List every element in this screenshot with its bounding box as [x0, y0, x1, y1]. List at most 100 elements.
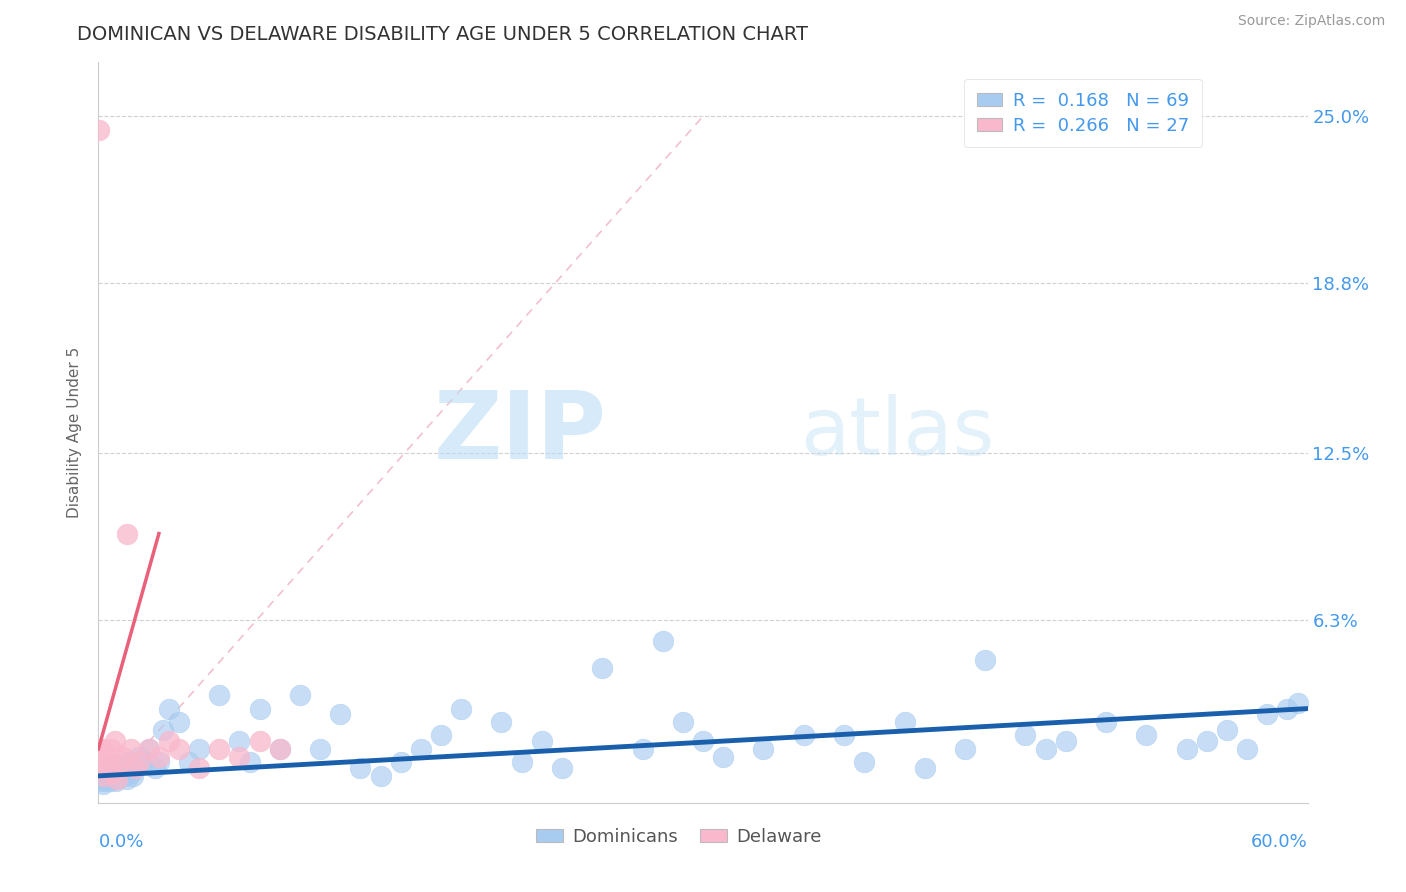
Point: [853, 756, 876, 770]
Point: [90, 774, 112, 789]
Point: [101, 766, 124, 780]
Point: [157, 734, 180, 748]
Point: [100, 742, 122, 756]
Point: [329, 706, 352, 721]
Point: [101, 769, 124, 783]
Point: [91, 769, 114, 783]
Point: [103, 772, 125, 786]
Point: [228, 750, 250, 764]
Point: [103, 734, 125, 748]
Y-axis label: Disability Age Under 5: Disability Age Under 5: [67, 347, 83, 518]
Point: [157, 701, 180, 715]
Point: [124, 761, 146, 775]
Text: DOMINICAN VS DELAWARE DISABILITY AGE UNDER 5 CORRELATION CHART: DOMINICAN VS DELAWARE DISABILITY AGE UND…: [77, 25, 808, 44]
Point: [107, 764, 129, 778]
Point: [692, 734, 714, 748]
Point: [120, 742, 142, 756]
Point: [389, 756, 412, 770]
Point: [128, 750, 150, 764]
Point: [89, 742, 111, 756]
Point: [104, 774, 127, 789]
Point: [96, 769, 118, 783]
Point: [914, 761, 936, 775]
Point: [1135, 729, 1157, 743]
Point: [94, 774, 117, 789]
Point: [491, 714, 513, 729]
Point: [591, 661, 613, 675]
Point: [167, 742, 190, 756]
Point: [148, 756, 170, 770]
Point: [1286, 696, 1309, 710]
Point: [1236, 742, 1258, 756]
Point: [269, 742, 291, 756]
Point: [1095, 714, 1118, 729]
Point: [93, 766, 115, 780]
Point: [309, 742, 332, 756]
Point: [93, 742, 115, 756]
Point: [974, 653, 997, 667]
Point: [1035, 742, 1057, 756]
Point: [349, 761, 371, 775]
Point: [793, 729, 815, 743]
Point: [124, 761, 146, 775]
Point: [105, 772, 128, 786]
Point: [138, 742, 160, 756]
Point: [152, 723, 174, 738]
Point: [100, 772, 122, 786]
Point: [551, 761, 574, 775]
Point: [98, 774, 121, 789]
Point: [118, 756, 141, 770]
Point: [893, 714, 915, 729]
Point: [651, 634, 673, 648]
Point: [1054, 734, 1077, 748]
Point: [111, 750, 134, 764]
Point: [93, 769, 115, 783]
Point: [97, 756, 120, 770]
Point: [115, 772, 138, 786]
Point: [107, 758, 129, 772]
Point: [91, 750, 114, 764]
Point: [188, 742, 211, 756]
Point: [249, 734, 271, 748]
Point: [138, 742, 160, 756]
Point: [96, 761, 118, 775]
Point: [1277, 701, 1299, 715]
Text: Source: ZipAtlas.com: Source: ZipAtlas.com: [1237, 14, 1385, 28]
Point: [96, 772, 118, 786]
Point: [132, 756, 155, 770]
Point: [148, 750, 170, 764]
Point: [239, 756, 262, 770]
Point: [107, 769, 129, 783]
Point: [228, 734, 250, 748]
Point: [114, 769, 136, 783]
Text: atlas: atlas: [800, 393, 994, 472]
Point: [143, 761, 166, 775]
Point: [208, 742, 231, 756]
Point: [90, 761, 112, 775]
Point: [1256, 706, 1278, 721]
Point: [110, 766, 132, 780]
Point: [89, 122, 111, 136]
Point: [672, 714, 695, 729]
Legend: Dominicans, Delaware: Dominicans, Delaware: [529, 821, 828, 853]
Point: [128, 756, 150, 770]
Point: [631, 742, 654, 756]
Point: [115, 526, 138, 541]
Point: [832, 729, 855, 743]
Point: [167, 714, 190, 729]
Point: [111, 761, 134, 775]
Point: [120, 766, 142, 780]
Point: [208, 688, 231, 702]
Point: [450, 701, 472, 715]
Point: [530, 734, 553, 748]
Point: [97, 761, 120, 775]
Point: [430, 729, 453, 743]
Point: [752, 742, 775, 756]
Point: [1195, 734, 1218, 748]
Point: [269, 742, 291, 756]
Point: [288, 688, 311, 702]
Point: [89, 772, 111, 786]
Point: [103, 764, 125, 778]
Text: 60.0%: 60.0%: [1251, 833, 1308, 851]
Point: [409, 742, 432, 756]
